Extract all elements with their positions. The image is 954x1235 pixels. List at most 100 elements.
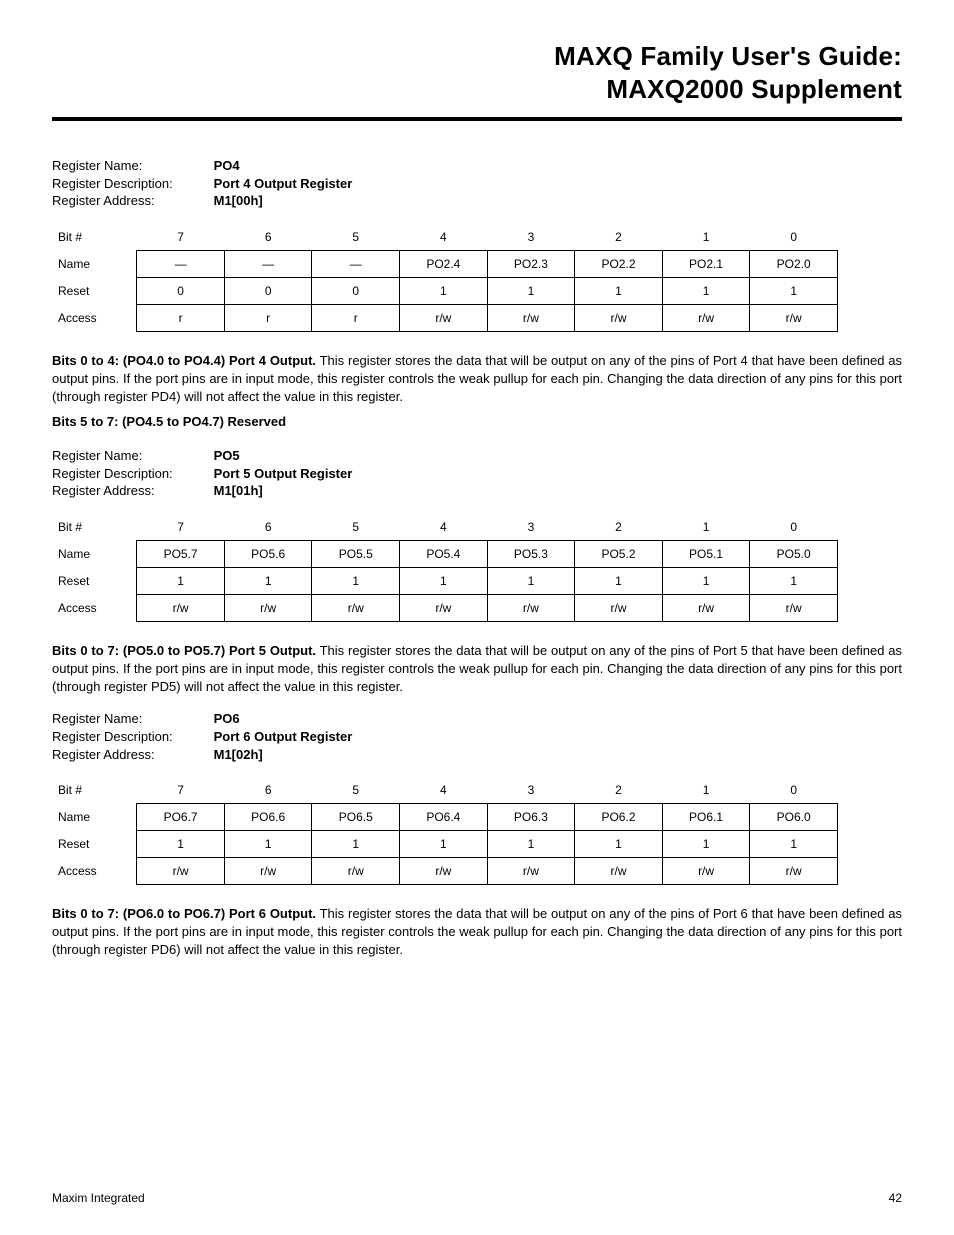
- bit-cell: 1: [750, 277, 838, 304]
- table-row: Bit # 7 6 5 4 3 2 1 0: [58, 224, 838, 251]
- bit-cell: —: [137, 250, 225, 277]
- row-label: Name: [58, 540, 137, 567]
- bit-cell: PO5.6: [224, 540, 312, 567]
- register-meta-po4: Register Name: PO4 Register Description:…: [52, 157, 902, 210]
- bit-header: 6: [224, 224, 312, 251]
- doc-title-line2: MAXQ2000 Supplement: [606, 74, 902, 104]
- reg-desc-value: Port 6 Output Register: [214, 729, 353, 744]
- description-paragraph: Bits 0 to 7: (PO5.0 to PO5.7) Port 5 Out…: [52, 642, 902, 697]
- bit-cell: PO5.2: [575, 540, 663, 567]
- bit-header: 7: [137, 224, 225, 251]
- bit-cell: 1: [487, 831, 575, 858]
- bits-table-po6: Bit # 7 6 5 4 3 2 1 0 Name PO6.7 PO6.6 P…: [58, 777, 838, 885]
- bit-cell: 1: [575, 831, 663, 858]
- bit-cell: r/w: [575, 304, 663, 331]
- bit-cell: PO6.7: [137, 804, 225, 831]
- bit-header: 7: [137, 777, 225, 804]
- reg-addr-label: Register Address:: [52, 192, 210, 210]
- reg-name-label: Register Name:: [52, 447, 210, 465]
- table-row: Access r/w r/w r/w r/w r/w r/w r/w r/w: [58, 858, 838, 885]
- bit-cell: r/w: [224, 594, 312, 621]
- row-label: Access: [58, 858, 137, 885]
- bit-cell: 1: [750, 831, 838, 858]
- row-label: Reset: [58, 831, 137, 858]
- bit-header: 7: [137, 514, 225, 541]
- bit-cell: 1: [750, 567, 838, 594]
- bit-cell: —: [224, 250, 312, 277]
- reg-desc-value: Port 4 Output Register: [214, 176, 353, 191]
- bit-cell: PO6.0: [750, 804, 838, 831]
- reg-desc-value: Port 5 Output Register: [214, 466, 353, 481]
- para-lead: Bits 0 to 7: (PO6.0 to PO6.7) Port 6 Out…: [52, 906, 316, 921]
- bit-cell: PO2.3: [487, 250, 575, 277]
- row-label: Reset: [58, 277, 137, 304]
- table-row: Name PO5.7 PO5.6 PO5.5 PO5.4 PO5.3 PO5.2…: [58, 540, 838, 567]
- row-label: Access: [58, 594, 137, 621]
- bit-cell: 0: [137, 277, 225, 304]
- bit-header: 6: [224, 514, 312, 541]
- description-paragraph: Bits 0 to 4: (PO4.0 to PO4.4) Port 4 Out…: [52, 352, 902, 407]
- table-row: Access r r r r/w r/w r/w r/w r/w: [58, 304, 838, 331]
- bit-cell: r/w: [487, 594, 575, 621]
- bit-header: 3: [487, 224, 575, 251]
- bit-cell: —: [312, 250, 400, 277]
- bit-header: 2: [575, 514, 663, 541]
- bit-cell: PO5.1: [662, 540, 750, 567]
- reg-name-value: PO6: [214, 711, 240, 726]
- bit-cell: 1: [137, 831, 225, 858]
- description-paragraph: Bits 0 to 7: (PO6.0 to PO6.7) Port 6 Out…: [52, 905, 902, 960]
- table-row: Name — — — PO2.4 PO2.3 PO2.2 PO2.1 PO2.0: [58, 250, 838, 277]
- reg-addr-label: Register Address:: [52, 746, 210, 764]
- bit-cell: r/w: [662, 594, 750, 621]
- footer-company: Maxim Integrated: [52, 1191, 145, 1205]
- bit-cell: r/w: [400, 858, 488, 885]
- table-row: Reset 1 1 1 1 1 1 1 1: [58, 567, 838, 594]
- bit-header: 1: [662, 514, 750, 541]
- reg-name-label: Register Name:: [52, 710, 210, 728]
- reg-name-value: PO5: [214, 448, 240, 463]
- bit-cell: PO2.0: [750, 250, 838, 277]
- bit-cell: 1: [312, 567, 400, 594]
- bit-header: 6: [224, 777, 312, 804]
- bit-header: 5: [312, 224, 400, 251]
- page-footer: Maxim Integrated 42: [52, 1191, 902, 1205]
- bit-header: 1: [662, 224, 750, 251]
- bit-cell: 1: [137, 567, 225, 594]
- bit-cell: r/w: [487, 304, 575, 331]
- bit-cell: r/w: [662, 304, 750, 331]
- bit-cell: r: [312, 304, 400, 331]
- reserved-bits-note: Bits 5 to 7: (PO4.5 to PO4.7) Reserved: [52, 414, 902, 429]
- reg-desc-label: Register Description:: [52, 465, 210, 483]
- bit-cell: r/w: [662, 858, 750, 885]
- reg-desc-label: Register Description:: [52, 728, 210, 746]
- bit-cell: PO5.0: [750, 540, 838, 567]
- bit-header: 2: [575, 777, 663, 804]
- bit-cell: r: [137, 304, 225, 331]
- bit-cell: r: [224, 304, 312, 331]
- bit-header-label: Bit #: [58, 224, 137, 251]
- table-row: Access r/w r/w r/w r/w r/w r/w r/w r/w: [58, 594, 838, 621]
- bit-header: 3: [487, 777, 575, 804]
- reg-addr-label: Register Address:: [52, 482, 210, 500]
- doc-title-line1: MAXQ Family User's Guide:: [554, 41, 902, 71]
- bit-cell: r/w: [137, 594, 225, 621]
- bit-cell: 1: [487, 277, 575, 304]
- bits-table-po4: Bit # 7 6 5 4 3 2 1 0 Name — — — PO2.4 P…: [58, 224, 838, 332]
- bit-cell: r/w: [575, 594, 663, 621]
- table-row: Reset 0 0 0 1 1 1 1 1: [58, 277, 838, 304]
- bits-table-po5: Bit # 7 6 5 4 3 2 1 0 Name PO5.7 PO5.6 P…: [58, 514, 838, 622]
- bit-cell: 1: [400, 567, 488, 594]
- bit-cell: PO6.1: [662, 804, 750, 831]
- bit-cell: PO2.2: [575, 250, 663, 277]
- register-meta-po6: Register Name: PO6 Register Description:…: [52, 710, 902, 763]
- row-label: Name: [58, 250, 137, 277]
- bit-cell: r/w: [312, 858, 400, 885]
- bit-header: 0: [750, 224, 838, 251]
- table-row: Bit # 7 6 5 4 3 2 1 0: [58, 777, 838, 804]
- page: MAXQ Family User's Guide: MAXQ2000 Suppl…: [0, 0, 954, 1235]
- bit-header: 5: [312, 514, 400, 541]
- bit-cell: PO2.1: [662, 250, 750, 277]
- bit-cell: r/w: [224, 858, 312, 885]
- para-lead: Bits 0 to 4: (PO4.0 to PO4.4) Port 4 Out…: [52, 353, 316, 368]
- bit-header: 2: [575, 224, 663, 251]
